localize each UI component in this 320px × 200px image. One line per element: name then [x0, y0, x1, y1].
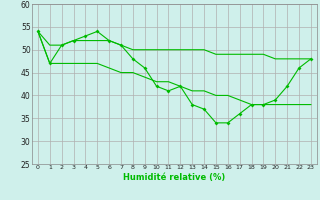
X-axis label: Humidité relative (%): Humidité relative (%) [123, 173, 226, 182]
